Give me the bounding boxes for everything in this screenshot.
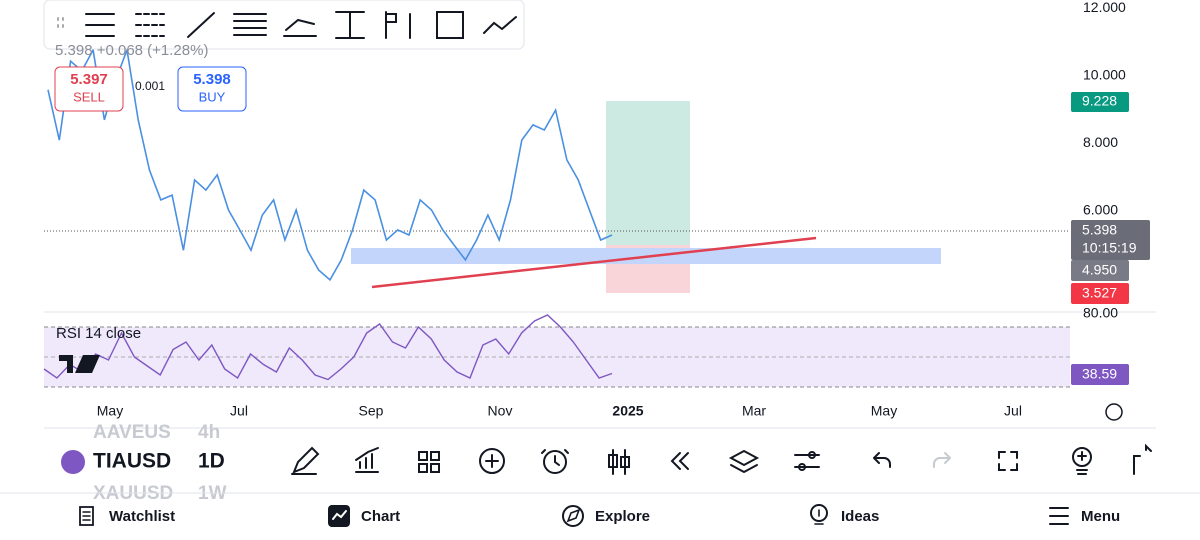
time-axis-label: Sep [359,403,384,419]
price-axis-label: 8.000 [1083,134,1118,150]
rsi-axis-top: 80.00 [1083,305,1118,321]
entry-price: 4.950 [1082,262,1117,278]
nav-item[interactable]: Menu [1081,508,1120,525]
price-line [47,46,613,282]
sell-label[interactable]: SELL [73,89,105,104]
sell-price[interactable]: 5.397 [70,71,108,88]
rsi-value: 38.59 [1082,366,1117,382]
time-axis-label: Nov [488,403,513,419]
time-axis-label: May [871,403,897,419]
price-axis-label: 6.000 [1083,202,1118,218]
last-tag [1071,220,1150,260]
prev-interval: 4h [198,422,220,443]
stop-tag [1071,283,1129,304]
time-axis-label: Mar [742,403,766,419]
buy-label[interactable]: BUY [199,89,226,104]
interval[interactable]: 1D [198,450,225,473]
nav-icons [79,504,1069,527]
rsi-label: RSI 14 close [56,325,141,342]
buy-price[interactable]: 5.398 [193,71,231,88]
sell-button[interactable] [54,66,124,112]
next-interval: 1W [198,483,227,504]
time-axis-label: 2025 [612,403,643,419]
symbol[interactable]: TIAUSD [93,450,171,473]
axis-settings[interactable] [1105,403,1123,421]
time-axis-label: Jul [1004,403,1022,419]
logo [59,355,100,373]
rsi-tag [1071,364,1129,385]
buy-button[interactable] [177,66,247,112]
nav-item[interactable]: Explore [595,508,650,525]
plot [43,46,613,381]
nav-item[interactable]: Chart [361,508,400,525]
time-axis-label: May [97,403,123,419]
nav-item[interactable]: Ideas [841,508,879,525]
entry-tag [1071,260,1129,281]
nav-item[interactable]: Watchlist [109,508,175,525]
toolbar-icons[interactable] [291,443,1152,475]
drawing-icons [57,11,517,39]
symbol-icon [61,450,85,474]
price-axis-label: 10.000 [1083,67,1126,83]
countdown: 10:15:19 [1082,240,1137,256]
last-price: 5.398 [1082,222,1117,238]
price-axis-label: 12.000 [1083,0,1126,15]
next-symbol: XAUUSD [93,483,173,504]
prev-symbol: AAVEUS [93,422,171,443]
target-tag [1071,92,1129,112]
quote-change: 5.398 +0.068 (+1.28%) [55,42,208,59]
rsi-line [43,314,613,381]
time-axis-label: Jul [230,403,248,419]
trendline [371,236,817,289]
target-price: 9.228 [1082,93,1117,109]
spread: 0.001 [135,79,165,93]
profit-zone [606,101,690,245]
stop-price: 3.527 [1082,285,1117,301]
